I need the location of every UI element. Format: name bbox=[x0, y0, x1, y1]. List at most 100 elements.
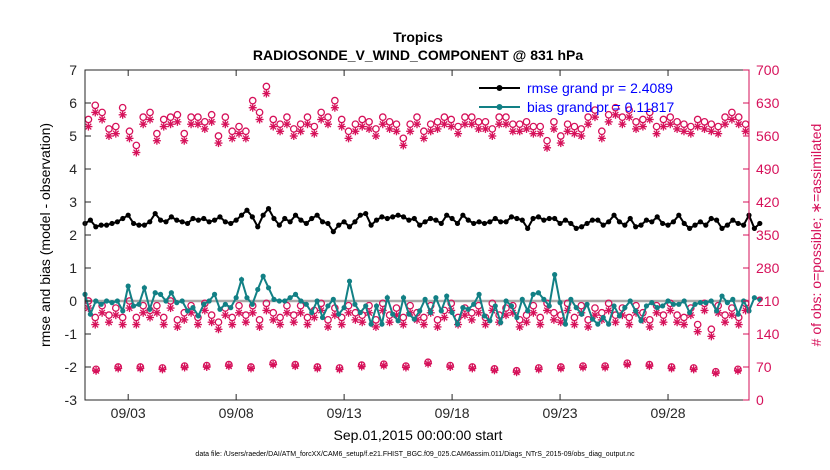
y2-tick-label: 700 bbox=[756, 62, 780, 78]
obs-assimilated-marker-stroke bbox=[256, 116, 263, 123]
y-tick-label: -1 bbox=[65, 326, 78, 342]
obs-assimilated-marker-stroke bbox=[516, 323, 523, 331]
obs-assimilated-marker bbox=[652, 129, 661, 138]
obs-assimilated-marker-stroke bbox=[434, 125, 441, 133]
rmse-point bbox=[579, 224, 585, 230]
rmse-point bbox=[757, 220, 763, 227]
y2-tick-label: 280 bbox=[756, 260, 780, 276]
obs-assimilated-marker-stroke bbox=[146, 314, 154, 321]
obs-assimilated-marker-stroke bbox=[694, 328, 701, 335]
obs-assimilated-marker-stroke bbox=[194, 120, 202, 128]
obs-assimilated-marker-stroke bbox=[228, 135, 236, 142]
obs-assimilated-marker bbox=[235, 129, 244, 138]
bias-point bbox=[492, 303, 498, 309]
obs-assimilated-marker-stroke bbox=[557, 318, 565, 326]
bias-point bbox=[357, 309, 363, 316]
obs-assimilated-marker bbox=[118, 110, 127, 119]
rmse-point bbox=[633, 224, 639, 230]
obs-assimilated-marker bbox=[132, 148, 141, 157]
obs-assimilated-marker bbox=[378, 120, 387, 129]
rmse-point bbox=[201, 215, 207, 222]
obs-assimilated-marker bbox=[296, 308, 305, 317]
obs-assimilated-marker bbox=[104, 132, 113, 140]
obs-assimilated-marker bbox=[313, 364, 322, 373]
rmse-point bbox=[282, 215, 288, 222]
obs-assimilated-marker-stroke bbox=[263, 90, 270, 97]
bias-point bbox=[168, 290, 174, 296]
rmse-point bbox=[411, 215, 417, 222]
obs-assimilated-marker bbox=[733, 366, 742, 375]
obs-assimilated-marker-stroke bbox=[694, 123, 701, 130]
bias-point bbox=[217, 306, 223, 312]
obs-assimilated-marker bbox=[693, 122, 702, 131]
bias-point bbox=[476, 291, 482, 297]
obs-assimilated-marker-stroke bbox=[708, 333, 715, 340]
obs-assimilated-marker bbox=[248, 103, 257, 112]
obs-assimilated-marker-stroke bbox=[174, 323, 181, 331]
obs-assimilated-marker bbox=[522, 124, 531, 133]
obs-assimilated-marker-stroke bbox=[557, 365, 565, 372]
obs-assimilated-marker bbox=[98, 308, 107, 317]
bias-point bbox=[265, 285, 272, 291]
obs-assimilated-marker-stroke bbox=[139, 309, 147, 317]
y2-tick-label: 420 bbox=[756, 194, 780, 210]
obs-assimilated-marker-stroke bbox=[91, 109, 99, 116]
bias-point bbox=[163, 298, 169, 304]
bias-point bbox=[724, 300, 731, 306]
obs-assimilated-marker bbox=[91, 108, 100, 117]
obs-assimilated-marker-stroke bbox=[112, 311, 120, 319]
bias-point bbox=[660, 303, 666, 309]
rmse-point bbox=[449, 215, 455, 222]
obs-assimilated-marker-stroke bbox=[352, 127, 359, 135]
rmse-point bbox=[352, 219, 358, 225]
bias-point bbox=[109, 300, 115, 306]
obs-assimilated-marker bbox=[392, 127, 401, 136]
rmse-point bbox=[681, 220, 687, 227]
rmse-point bbox=[384, 215, 390, 222]
obs-assimilated-marker bbox=[419, 320, 428, 329]
obs-assimilated-marker bbox=[556, 139, 565, 148]
obs-assimilated-marker-stroke bbox=[146, 116, 154, 123]
obs-assimilated-marker bbox=[358, 318, 367, 327]
obs-assimilated-marker bbox=[721, 120, 730, 129]
obs-assimilated-marker bbox=[481, 320, 490, 329]
obs-assimilated-marker bbox=[659, 122, 668, 131]
bias-point bbox=[611, 303, 617, 309]
obs-assimilated-marker-stroke bbox=[712, 369, 720, 377]
obs-assimilated-marker-stroke bbox=[447, 123, 455, 130]
obs-assimilated-marker-stroke bbox=[687, 311, 695, 319]
bias-point bbox=[714, 308, 720, 314]
obs-assimilated-marker bbox=[228, 320, 237, 329]
obs-assimilated-marker bbox=[173, 117, 182, 126]
obs-assimilated-marker-stroke bbox=[619, 120, 626, 128]
obs-assimilated-marker-stroke bbox=[324, 120, 332, 128]
obs-assimilated-marker-stroke bbox=[235, 130, 243, 137]
bias-point bbox=[757, 296, 763, 302]
obs-assimilated-marker-stroke bbox=[358, 123, 366, 130]
plot-area: -3-2-10123456707014021028035042049056063… bbox=[65, 62, 780, 421]
obs-assimilated-marker-stroke bbox=[550, 316, 558, 324]
bias-point bbox=[535, 290, 542, 296]
obs-assimilated-marker bbox=[193, 120, 202, 129]
y-tick-label: 4 bbox=[69, 161, 77, 177]
obs-assimilated-marker-stroke bbox=[680, 321, 688, 328]
y2-tick-label: 70 bbox=[756, 359, 772, 375]
bias-point bbox=[481, 313, 488, 319]
rmse-point bbox=[298, 217, 304, 223]
bias-point bbox=[751, 295, 757, 301]
obs-assimilated-marker-stroke bbox=[297, 127, 304, 135]
obs-assimilated-marker bbox=[522, 318, 531, 327]
bias-point bbox=[471, 301, 477, 307]
obs-assimilated-marker bbox=[114, 364, 123, 373]
obs-assimilated-marker-stroke bbox=[187, 120, 195, 128]
obs-assimilated-marker bbox=[173, 322, 182, 331]
rmse-point bbox=[508, 214, 515, 220]
obs-assimilated-marker-stroke bbox=[222, 120, 229, 128]
obs-assimilated-marker bbox=[401, 363, 410, 372]
rmse-point bbox=[481, 220, 488, 227]
rmse-point bbox=[606, 219, 612, 225]
rmse-point bbox=[363, 210, 369, 217]
obs-assimilated-marker bbox=[152, 308, 161, 317]
obs-assimilated-marker-stroke bbox=[311, 130, 318, 137]
rmse-point bbox=[600, 222, 606, 228]
